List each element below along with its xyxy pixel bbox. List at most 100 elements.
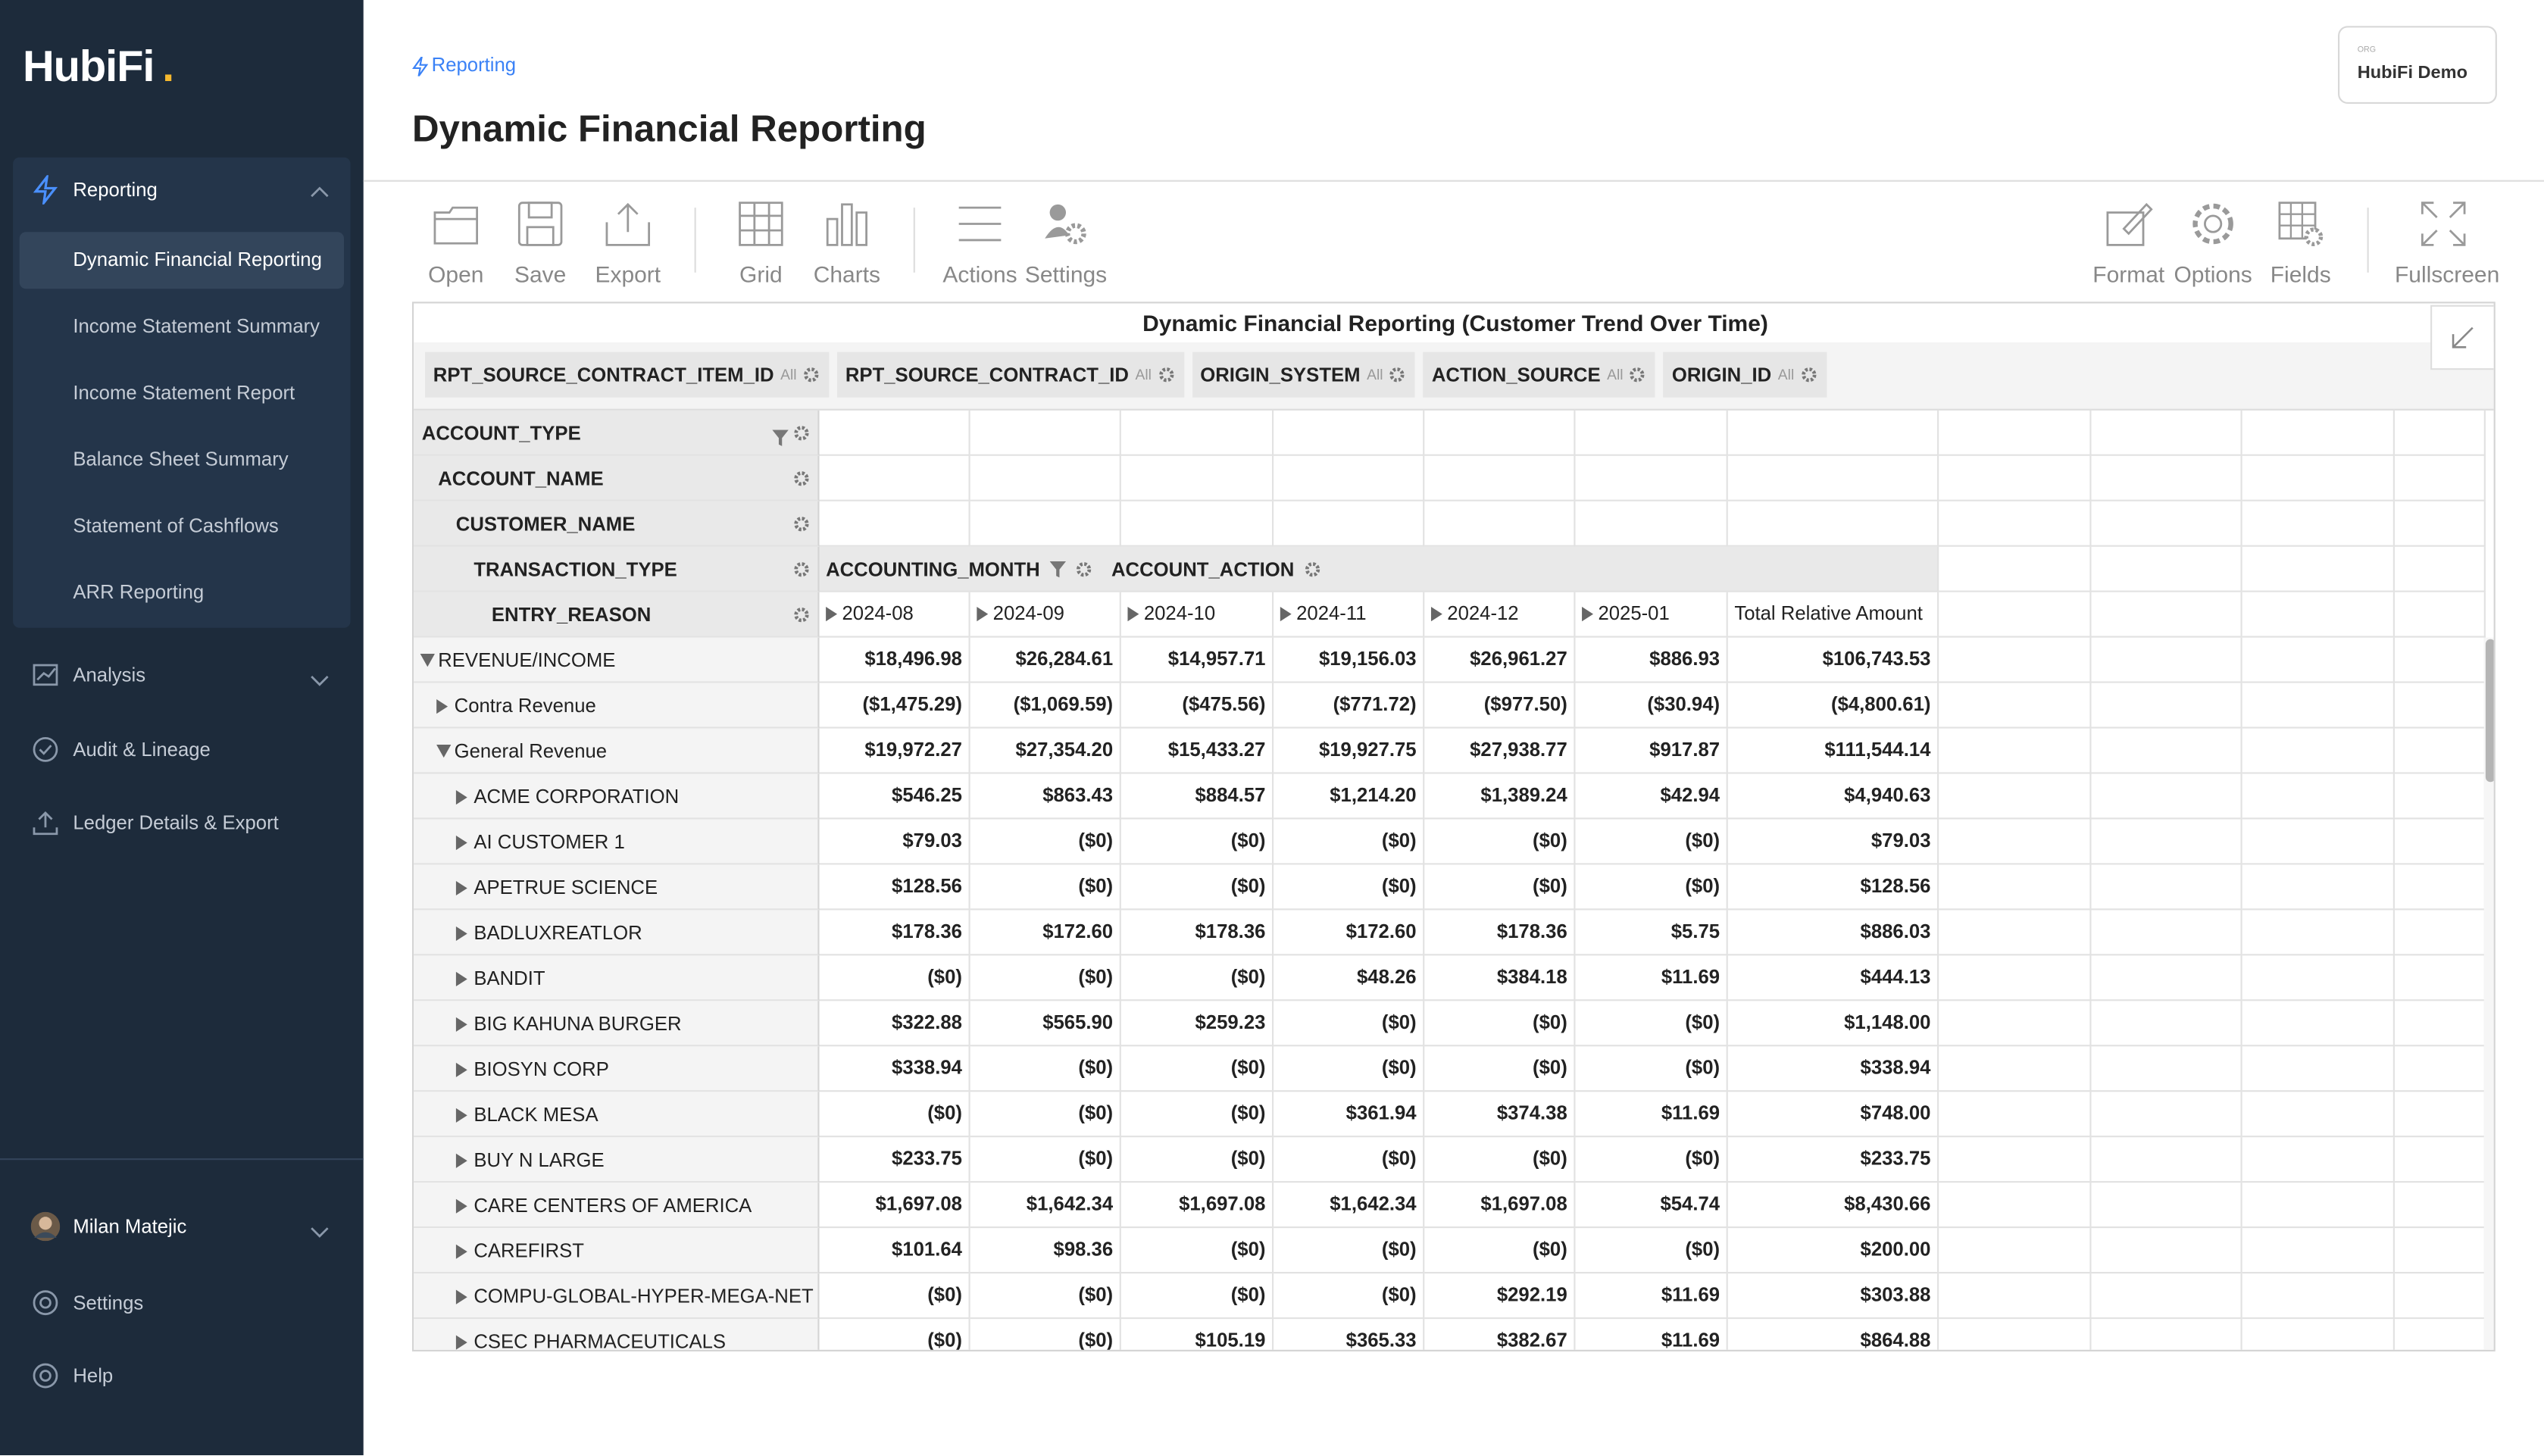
row-field[interactable]: CUSTOMER_NAME: [455, 512, 636, 536]
column-label: Total Relative Amount: [1734, 601, 1923, 625]
data-cell: ($0): [970, 1137, 1121, 1183]
expand-arrow-glyph: [455, 880, 467, 896]
expand-arrow[interactable]: [455, 1062, 467, 1078]
nav-subitem[interactable]: Statement of Cashflows: [73, 514, 279, 537]
nav-subitem[interactable]: ARR Reporting: [73, 580, 205, 604]
nav-item[interactable]: Ledger Details & Export: [73, 811, 279, 834]
cell-value: $19,156.03: [1318, 647, 1417, 670]
gear-icon-glyph: [1305, 562, 1320, 577]
row-field[interactable]: ACCOUNT_NAME: [438, 467, 604, 490]
expand-arrow-glyph: [455, 1198, 467, 1214]
empty-cell: [2242, 1273, 2395, 1320]
expand-arrow-glyph: [455, 835, 467, 851]
expand-arrow[interactable]: [420, 654, 435, 667]
cell-value: ($0): [1078, 1056, 1114, 1080]
expand-arrow[interactable]: [455, 789, 467, 805]
expand-arrow[interactable]: [455, 1289, 467, 1304]
data-cell: $27,938.77: [1424, 728, 1576, 774]
column-field[interactable]: ACCOUNTING_MONTH: [826, 558, 1040, 581]
row-field[interactable]: ENTRY_REASON: [491, 603, 652, 626]
empty-cell: [2091, 773, 2242, 820]
empty-cell: [2242, 455, 2395, 501]
footer-item[interactable]: Settings: [73, 1291, 144, 1314]
row-header: [414, 637, 820, 683]
expand-arrow[interactable]: [455, 1198, 467, 1214]
row-header: [414, 683, 820, 729]
expand-arrow[interactable]: [455, 971, 467, 987]
expand-arrow[interactable]: [436, 744, 452, 758]
nav-subitem[interactable]: Balance Sheet Summary: [73, 448, 289, 471]
column-label[interactable]: 2024-10: [1143, 601, 1216, 625]
cell-value: $200.00: [1860, 1238, 1931, 1261]
filter-chip[interactable]: RPT_SOURCE_CONTRACT_ITEM_ID All: [425, 352, 830, 398]
user-name[interactable]: Milan Matejic: [73, 1215, 187, 1239]
toolbar-button[interactable]: Settings: [1017, 195, 1114, 292]
header-cell: [819, 455, 970, 501]
breadcrumb[interactable]: Reporting: [431, 53, 517, 77]
expand-arrow[interactable]: [455, 1108, 467, 1123]
expand-arrow[interactable]: [455, 835, 467, 851]
footer-icon-glyph: [33, 1363, 58, 1389]
cell-value: ($0): [1685, 1238, 1720, 1261]
empty-cell: [2242, 592, 2395, 638]
column-label[interactable]: 2024-08: [842, 601, 914, 625]
expand-arrow[interactable]: [455, 1017, 467, 1033]
expand-arrow[interactable]: [455, 1335, 467, 1350]
empty-cell: [1939, 501, 2092, 547]
data-cell: ($30.94): [1575, 683, 1728, 729]
toolbar-button[interactable]: Open: [408, 195, 505, 292]
data-cell: $5.75: [1575, 910, 1728, 956]
nav-item[interactable]: Analysis: [73, 663, 146, 686]
nav-subitem[interactable]: Income Statement Report: [73, 381, 295, 405]
toolbar-label: Options: [2174, 261, 2252, 288]
toolbar-button[interactable]: Fields: [2252, 195, 2349, 292]
column-label[interactable]: 2024-11: [1296, 601, 1367, 625]
row-label: CARE CENTERS OF AMERICA: [473, 1194, 752, 1217]
fullscreen-toggle[interactable]: [2430, 305, 2494, 370]
scrollbar-thumb[interactable]: [2485, 639, 2494, 783]
column-label[interactable]: 2024-12: [1447, 601, 1519, 625]
header-cell: [1727, 501, 1939, 547]
cell-value: $42.94: [1660, 783, 1720, 807]
toolbar-button[interactable]: Grid: [712, 195, 809, 292]
cell-value: $18,496.98: [864, 647, 962, 670]
nav-subitem[interactable]: Dynamic Financial Reporting: [73, 248, 322, 271]
filter-chip[interactable]: RPT_SOURCE_CONTRACT_ID All: [837, 352, 1184, 398]
column-label[interactable]: 2024-09: [992, 601, 1064, 625]
nav-item[interactable]: Reporting: [73, 178, 158, 202]
cell-value: $1,214.20: [1330, 783, 1417, 807]
empty-cell: [1939, 1183, 2092, 1229]
filter-chip[interactable]: ACTION_SOURCE All: [1424, 352, 1656, 398]
toolbar-button[interactable]: Save: [492, 195, 589, 292]
expand-arrow[interactable]: [455, 926, 467, 942]
filter-name: ORIGIN_ID: [1671, 363, 1772, 386]
row-field[interactable]: TRANSACTION_TYPE: [473, 558, 677, 581]
empty-cell: [2394, 592, 2486, 638]
cell-value: $1,389.24: [1480, 783, 1567, 807]
cell-value: ($977.50): [1483, 692, 1567, 716]
row-field[interactable]: ACCOUNT_TYPE: [421, 421, 581, 445]
expand-arrow-glyph: [455, 789, 467, 805]
toolbar-button[interactable]: Fullscreen: [2395, 195, 2499, 292]
expand-arrow[interactable]: [455, 1244, 467, 1259]
expand-arrow[interactable]: [436, 699, 448, 714]
column-field[interactable]: ACCOUNT_ACTION: [1111, 558, 1295, 581]
header-cell: [1274, 455, 1425, 501]
filter-chip[interactable]: ORIGIN_SYSTEM All: [1192, 352, 1416, 398]
toolbar-button[interactable]: Charts: [799, 195, 895, 292]
nav-item[interactable]: Audit & Lineage: [73, 738, 211, 761]
nav-subitem[interactable]: Income Statement Summary: [73, 314, 320, 338]
expand-arrow[interactable]: [455, 1153, 467, 1168]
toolbar-button[interactable]: Actions: [931, 195, 1028, 292]
expand-arrow: [1280, 606, 1292, 622]
footer-item[interactable]: Help: [73, 1364, 114, 1388]
toolbar-button[interactable]: Format: [2080, 195, 2177, 292]
toolbar-button[interactable]: Export: [580, 195, 677, 292]
filter-chip[interactable]: ORIGIN_ID All: [1664, 352, 1827, 398]
org-box[interactable]: [2338, 26, 2497, 105]
expand-arrow[interactable]: [455, 880, 467, 896]
column-label[interactable]: 2025-01: [1598, 601, 1670, 625]
toolbar-button[interactable]: Options: [2164, 195, 2261, 292]
expand-arrow-glyph: [455, 971, 467, 987]
empty-cell: [2091, 1001, 2242, 1047]
